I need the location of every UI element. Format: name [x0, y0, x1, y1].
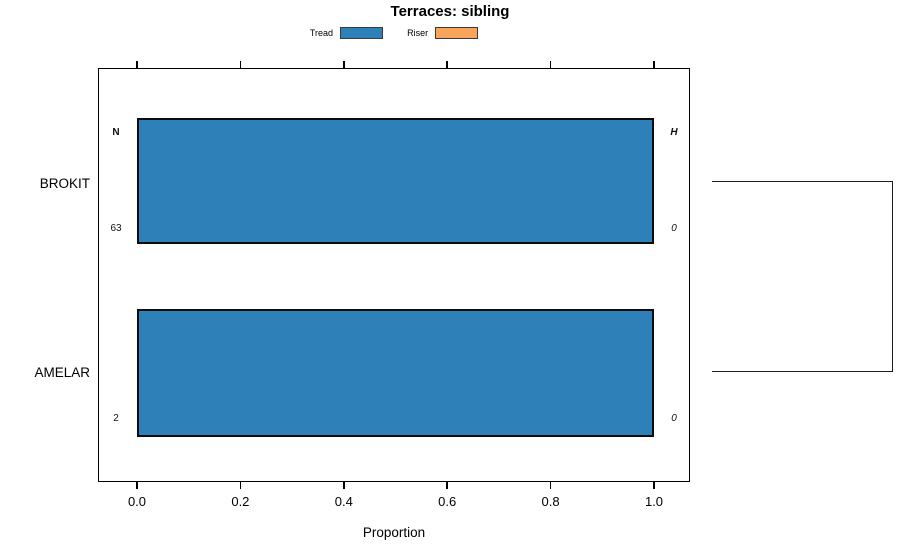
y-category-label-amelar: AMELAR [34, 365, 90, 380]
annotation-h-header: H [670, 127, 678, 138]
legend-swatch-riser-icon [435, 26, 479, 39]
annotation-n-value-brokit: 63 [110, 223, 122, 234]
x-axis-tick-label: 0.4 [334, 494, 353, 509]
x-axis-bottom-tick [239, 482, 242, 489]
legend-swatch-tread-icon [340, 26, 384, 39]
x-axis-top-tick [343, 61, 345, 68]
legend-label-tread: Tread [309, 27, 334, 38]
x-axis-bottom-tick [136, 482, 138, 489]
x-axis-bottom-tick [343, 482, 345, 489]
x-axis-tick-label: 0.8 [541, 494, 560, 509]
dendrogram-bracket [712, 181, 893, 372]
x-axis-top-tick [653, 61, 655, 68]
plot-area [98, 68, 690, 482]
annotation-h-value-amelar: 0 [671, 413, 677, 424]
x-axis-title: Proportion [362, 525, 426, 540]
x-axis-top-tick [549, 61, 552, 68]
chart-title: Terraces: sibling [390, 3, 510, 20]
x-axis-bottom-tick [653, 482, 655, 489]
x-axis-top-tick [136, 61, 138, 68]
annotation-n-header: N [112, 127, 120, 138]
chart-legend: Tread Riser [98, 25, 690, 40]
x-axis-tick-label: 0.0 [127, 494, 147, 509]
x-axis-tick-label: 1.0 [644, 494, 664, 509]
x-axis-bottom-tick [446, 482, 448, 489]
x-axis-tick-label: 0.6 [438, 494, 457, 509]
x-axis-tick-label: 0.2 [231, 494, 250, 509]
y-category-label-brokit: BROKIT [39, 176, 90, 191]
legend-label-riser: Riser [407, 27, 429, 38]
x-axis-bottom-tick [549, 482, 552, 489]
x-axis-top-tick [446, 61, 448, 68]
x-axis-top-tick [239, 61, 242, 68]
annotation-h-value-brokit: 0 [671, 223, 677, 234]
annotation-n-value-amelar: 2 [113, 413, 119, 424]
